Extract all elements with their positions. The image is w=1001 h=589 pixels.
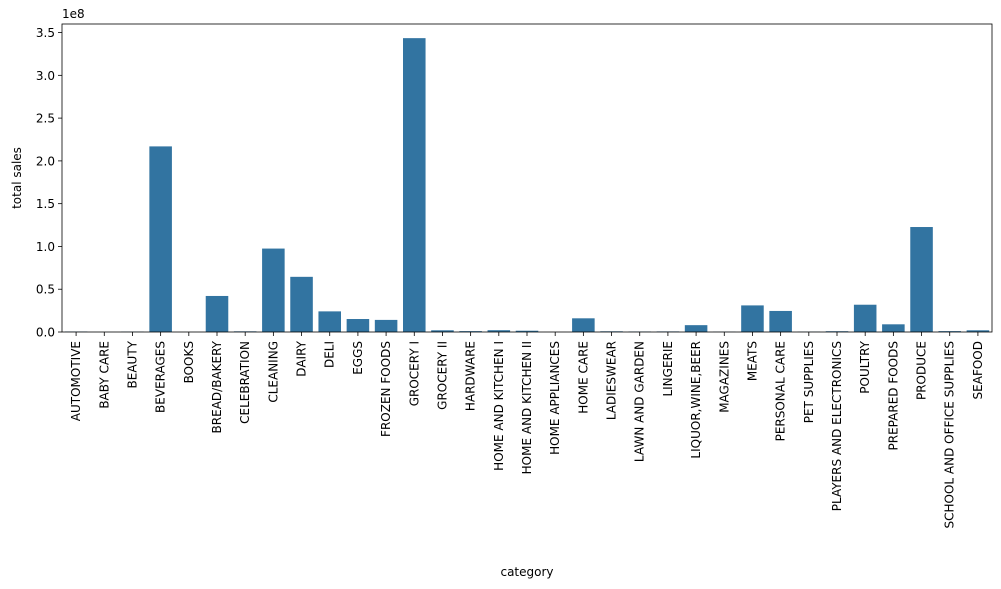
bar bbox=[318, 311, 341, 332]
x-tick-label: AUTOMOTIVE bbox=[69, 341, 83, 421]
x-tick-label: DELI bbox=[323, 341, 337, 368]
x-axis-label: category bbox=[500, 565, 553, 579]
bar bbox=[684, 325, 708, 332]
x-tick-label: BREAD/BAKERY bbox=[210, 340, 224, 433]
bar bbox=[853, 304, 877, 332]
y-tick-label: 2.0 bbox=[36, 154, 55, 168]
x-tick-label: LIQUOR,WINE,BEER bbox=[689, 341, 703, 459]
y-tick-label: 0.0 bbox=[36, 326, 55, 340]
x-tick-label: HOME CARE bbox=[576, 341, 590, 414]
bar bbox=[205, 295, 229, 332]
bar bbox=[910, 227, 933, 332]
bar bbox=[290, 276, 313, 332]
x-tick-label: CLEANING bbox=[266, 341, 280, 403]
x-tick-label: BEAUTY bbox=[125, 340, 139, 388]
y-tick-label: 1.0 bbox=[36, 240, 55, 254]
x-tick-label: EGGS bbox=[351, 341, 365, 375]
x-tick-label: PREPARED FOODS bbox=[886, 341, 900, 450]
bar bbox=[149, 146, 172, 332]
bar bbox=[938, 331, 961, 332]
x-tick-label: HOME AND KITCHEN I bbox=[492, 341, 506, 471]
x-axis: AUTOMOTIVE BABY CARE BEAUTY BEVERAGES BOOKS B… bbox=[69, 332, 985, 529]
x-tick-label: HARDWARE bbox=[464, 341, 478, 411]
bar bbox=[403, 38, 426, 333]
bar bbox=[966, 330, 990, 332]
bar bbox=[882, 324, 905, 332]
plot-frame bbox=[61, 23, 993, 333]
x-tick-label: LINGERIE bbox=[661, 341, 675, 397]
y-tick-label: 0.5 bbox=[36, 283, 55, 297]
x-tick-label: BOOKS bbox=[182, 341, 196, 383]
bar bbox=[262, 248, 285, 332]
x-tick-label: PET SUPPLIES bbox=[802, 341, 816, 423]
bars-group bbox=[64, 38, 990, 333]
x-tick-label: MAGAZINES bbox=[717, 341, 731, 413]
x-tick-label: BABY CARE bbox=[97, 341, 111, 409]
bar bbox=[572, 318, 595, 332]
y-tick-label: 1.5 bbox=[36, 197, 55, 211]
x-tick-label: LAWN AND GARDEN bbox=[633, 341, 647, 462]
x-tick-label: BEVERAGES bbox=[154, 341, 168, 413]
x-tick-label: PERSONAL CARE bbox=[774, 341, 788, 441]
bar bbox=[487, 330, 511, 332]
bar bbox=[515, 330, 539, 332]
x-tick-label: SEAFOOD bbox=[971, 341, 985, 399]
x-tick-label: HOME APPLIANCES bbox=[548, 341, 562, 455]
x-tick-label: SCHOOL AND OFFICE SUPPLIES bbox=[943, 341, 957, 529]
x-tick-label: HOME AND KITCHEN II bbox=[520, 341, 534, 474]
x-tick-label: CELEBRATION bbox=[238, 341, 252, 424]
x-tick-label: GROCERY II bbox=[435, 341, 449, 410]
x-tick-label: POULTRY bbox=[858, 340, 872, 393]
x-tick-label: PRODUCE bbox=[915, 341, 929, 400]
y-tick-label: 2.5 bbox=[36, 112, 55, 126]
bar bbox=[741, 305, 764, 332]
bar bbox=[769, 310, 792, 332]
bar bbox=[346, 319, 370, 332]
bar bbox=[374, 319, 398, 332]
x-tick-label: DAIRY bbox=[295, 340, 309, 376]
bar bbox=[431, 330, 454, 332]
x-tick-label: LADIESWEAR bbox=[605, 341, 619, 420]
x-tick-label: FROZEN FOODS bbox=[379, 341, 393, 437]
x-tick-label: PLAYERS AND ELECTRONICS bbox=[830, 341, 844, 511]
y-tick-label: 3.5 bbox=[36, 26, 55, 40]
bar bbox=[459, 331, 482, 332]
x-tick-label: MEATS bbox=[745, 341, 759, 381]
y-axis-label: total sales bbox=[10, 147, 24, 209]
x-tick-label: GROCERY I bbox=[407, 341, 421, 406]
y-axis: 0.0 0.5 1.0 1.5 2.0 2.5 3.0 3.5 bbox=[36, 26, 62, 340]
y-tick-label: 3.0 bbox=[36, 69, 55, 83]
y-offset-label: 1e8 bbox=[62, 7, 85, 21]
